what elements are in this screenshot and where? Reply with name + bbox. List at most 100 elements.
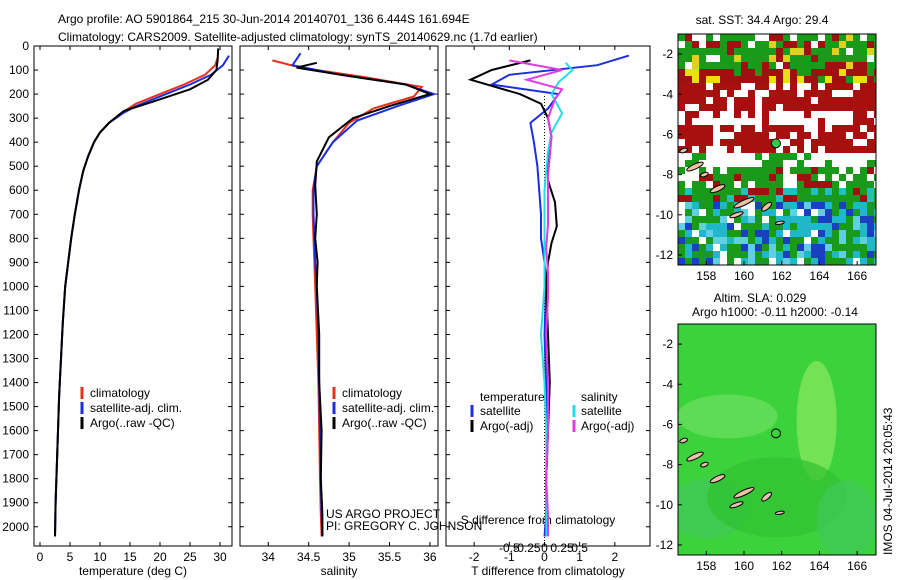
sst-cell	[825, 202, 832, 209]
sst-cell	[685, 69, 692, 76]
sst-cell	[790, 104, 797, 111]
legend-label: climatology	[342, 386, 402, 400]
x2-tick-label: 0.5	[571, 541, 588, 555]
sst-cell	[678, 167, 685, 174]
island	[709, 184, 726, 194]
island	[761, 491, 772, 502]
sst-cell	[776, 34, 783, 41]
y-tick-label: -10	[656, 498, 674, 512]
x-tick-label: -1	[504, 550, 515, 564]
sst-cell	[713, 90, 720, 97]
sst-cell	[804, 125, 811, 132]
sst-cell	[685, 188, 692, 195]
sst-cell	[706, 209, 713, 216]
sst-cell	[874, 237, 876, 244]
sst-cell	[762, 216, 769, 223]
x2-tick-label: -0.5	[499, 541, 520, 555]
sst-cell	[755, 160, 762, 167]
sst-cell	[853, 209, 860, 216]
x-tick-label: 36	[423, 550, 437, 564]
sst-cell	[839, 139, 846, 146]
sst-cell	[776, 69, 783, 76]
sst-cell	[825, 237, 832, 244]
island	[729, 501, 744, 509]
sst-cell	[734, 244, 741, 251]
sst-cell	[811, 55, 818, 62]
sst-cell	[734, 55, 741, 62]
sst-cell	[734, 188, 741, 195]
sst-cell	[755, 55, 762, 62]
sst-cell	[818, 118, 825, 125]
sst-cell	[783, 244, 790, 251]
sla-map-title-2: Argo h1000: -0.11 h2000: -0.14	[692, 305, 858, 319]
sst-cell	[748, 146, 755, 153]
sst-cell	[846, 146, 853, 153]
sst-cell	[678, 188, 685, 195]
sst-cell	[734, 62, 741, 69]
sst-cell	[706, 111, 713, 118]
sst-cell	[734, 258, 741, 265]
sst-cell	[776, 209, 783, 216]
sst-cell	[797, 104, 804, 111]
sst-cell	[818, 251, 825, 258]
sst-cell	[692, 41, 699, 48]
sst-cell	[790, 41, 797, 48]
sst-cell	[699, 55, 706, 62]
sst-cell	[713, 118, 720, 125]
sst-cell	[685, 223, 692, 230]
figure-title-line-1: Argo profile: AO 5901864_215 30-Jun-2014…	[58, 12, 470, 26]
sst-cell	[706, 41, 713, 48]
sst-cell	[783, 153, 790, 160]
sst-cell	[811, 181, 818, 188]
sst-cell	[769, 237, 776, 244]
sst-cell	[748, 125, 755, 132]
sst-cell	[692, 104, 699, 111]
x-tick-label: 2	[611, 550, 618, 564]
y-tick-label: -6	[662, 417, 673, 431]
sst-cell	[734, 146, 741, 153]
sst-cell	[776, 97, 783, 104]
sst-cell	[706, 244, 713, 251]
sst-cell	[797, 251, 804, 258]
sst-cell	[692, 174, 699, 181]
sst-cell	[832, 55, 839, 62]
y-tick-label: -8	[662, 458, 673, 472]
sst-cell	[811, 48, 818, 55]
island	[700, 461, 709, 468]
sst-cell	[762, 132, 769, 139]
x-tick-label: 30	[213, 550, 227, 564]
map-frame	[677, 33, 877, 266]
sst-cell	[727, 251, 734, 258]
sst-cell	[846, 160, 853, 167]
sst-cell	[769, 34, 776, 41]
sst-cell	[797, 181, 804, 188]
x-tick-label: 158	[696, 269, 716, 283]
sst-cell	[755, 202, 762, 209]
sst-cell	[790, 153, 797, 160]
sst-cell	[783, 139, 790, 146]
sst-cell	[832, 188, 839, 195]
sst-cell	[874, 90, 876, 97]
legend-label: satellite-adj. clim.	[90, 401, 182, 415]
sst-cell	[818, 237, 825, 244]
sst-cell	[867, 139, 874, 146]
y-tick-label: 300	[9, 111, 29, 125]
sst-cell	[853, 237, 860, 244]
sst-cell	[769, 181, 776, 188]
sst-cell	[769, 111, 776, 118]
sst-cell	[846, 195, 853, 202]
sst-cell	[713, 132, 720, 139]
sst-cell	[720, 209, 727, 216]
sst-cell	[699, 188, 706, 195]
sst-cell	[853, 153, 860, 160]
sst-cell	[692, 62, 699, 69]
sst-cell	[783, 160, 790, 167]
sst-cell	[860, 118, 867, 125]
sst-cell	[748, 244, 755, 251]
sst-cell	[790, 202, 797, 209]
sst-cell	[874, 167, 876, 174]
sst-cell	[797, 111, 804, 118]
sst-cell	[734, 48, 741, 55]
sst-cell	[692, 132, 699, 139]
island	[679, 437, 688, 444]
